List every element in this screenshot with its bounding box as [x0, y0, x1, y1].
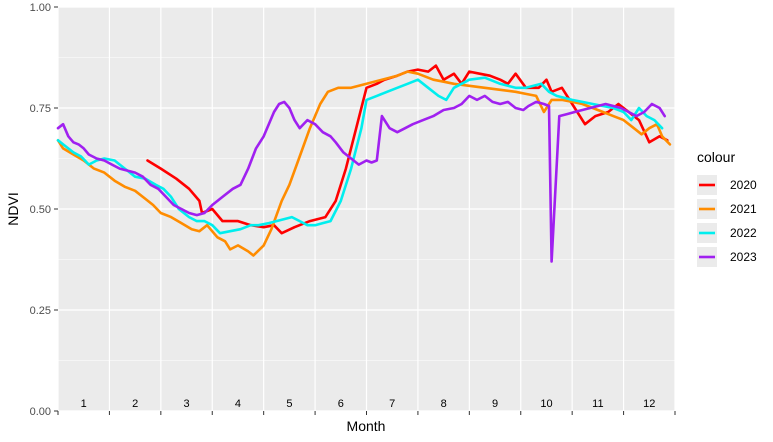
y-tick-label: 0.00 — [30, 406, 51, 418]
month-label: 4 — [235, 398, 241, 410]
month-label: 9 — [492, 398, 498, 410]
y-tick-label: 0.75 — [30, 103, 51, 115]
x-axis-title: Month — [347, 418, 386, 434]
series-line-2023 — [56, 94, 666, 263]
legend: colour 2020 2021 2022 2023 — [697, 149, 757, 267]
x-axis — [57, 411, 676, 415]
legend-label-2023: 2023 — [730, 250, 757, 264]
month-label: 7 — [389, 398, 395, 410]
y-tick-label: 0.50 — [30, 204, 51, 216]
month-label: 10 — [540, 398, 552, 410]
y-tick-label: 1.00 — [30, 2, 51, 14]
legend-title: colour — [697, 149, 735, 165]
y-axis: 0.00 0.25 0.50 0.75 1.00 — [30, 2, 58, 418]
y-tick-label: 0.25 — [30, 305, 51, 317]
series-lines — [56, 64, 672, 263]
series-line-2020 — [146, 64, 669, 235]
series-line-2022 — [56, 76, 664, 235]
legend-label-2021: 2021 — [730, 202, 757, 216]
month-label: 6 — [338, 398, 344, 410]
series-line-2021 — [56, 70, 672, 257]
month-labels: 1 2 3 4 5 6 7 8 9 10 11 12 — [81, 398, 656, 410]
month-label: 11 — [592, 398, 603, 410]
month-label: 3 — [183, 398, 189, 410]
month-label: 1 — [81, 398, 87, 410]
y-axis-title: NDVI — [5, 192, 21, 225]
month-label: 2 — [132, 398, 138, 410]
month-label: 8 — [441, 398, 447, 410]
month-label: 12 — [643, 398, 655, 410]
month-label: 5 — [286, 398, 292, 410]
legend-label-2022: 2022 — [730, 226, 757, 240]
legend-label-2020: 2020 — [730, 178, 757, 192]
